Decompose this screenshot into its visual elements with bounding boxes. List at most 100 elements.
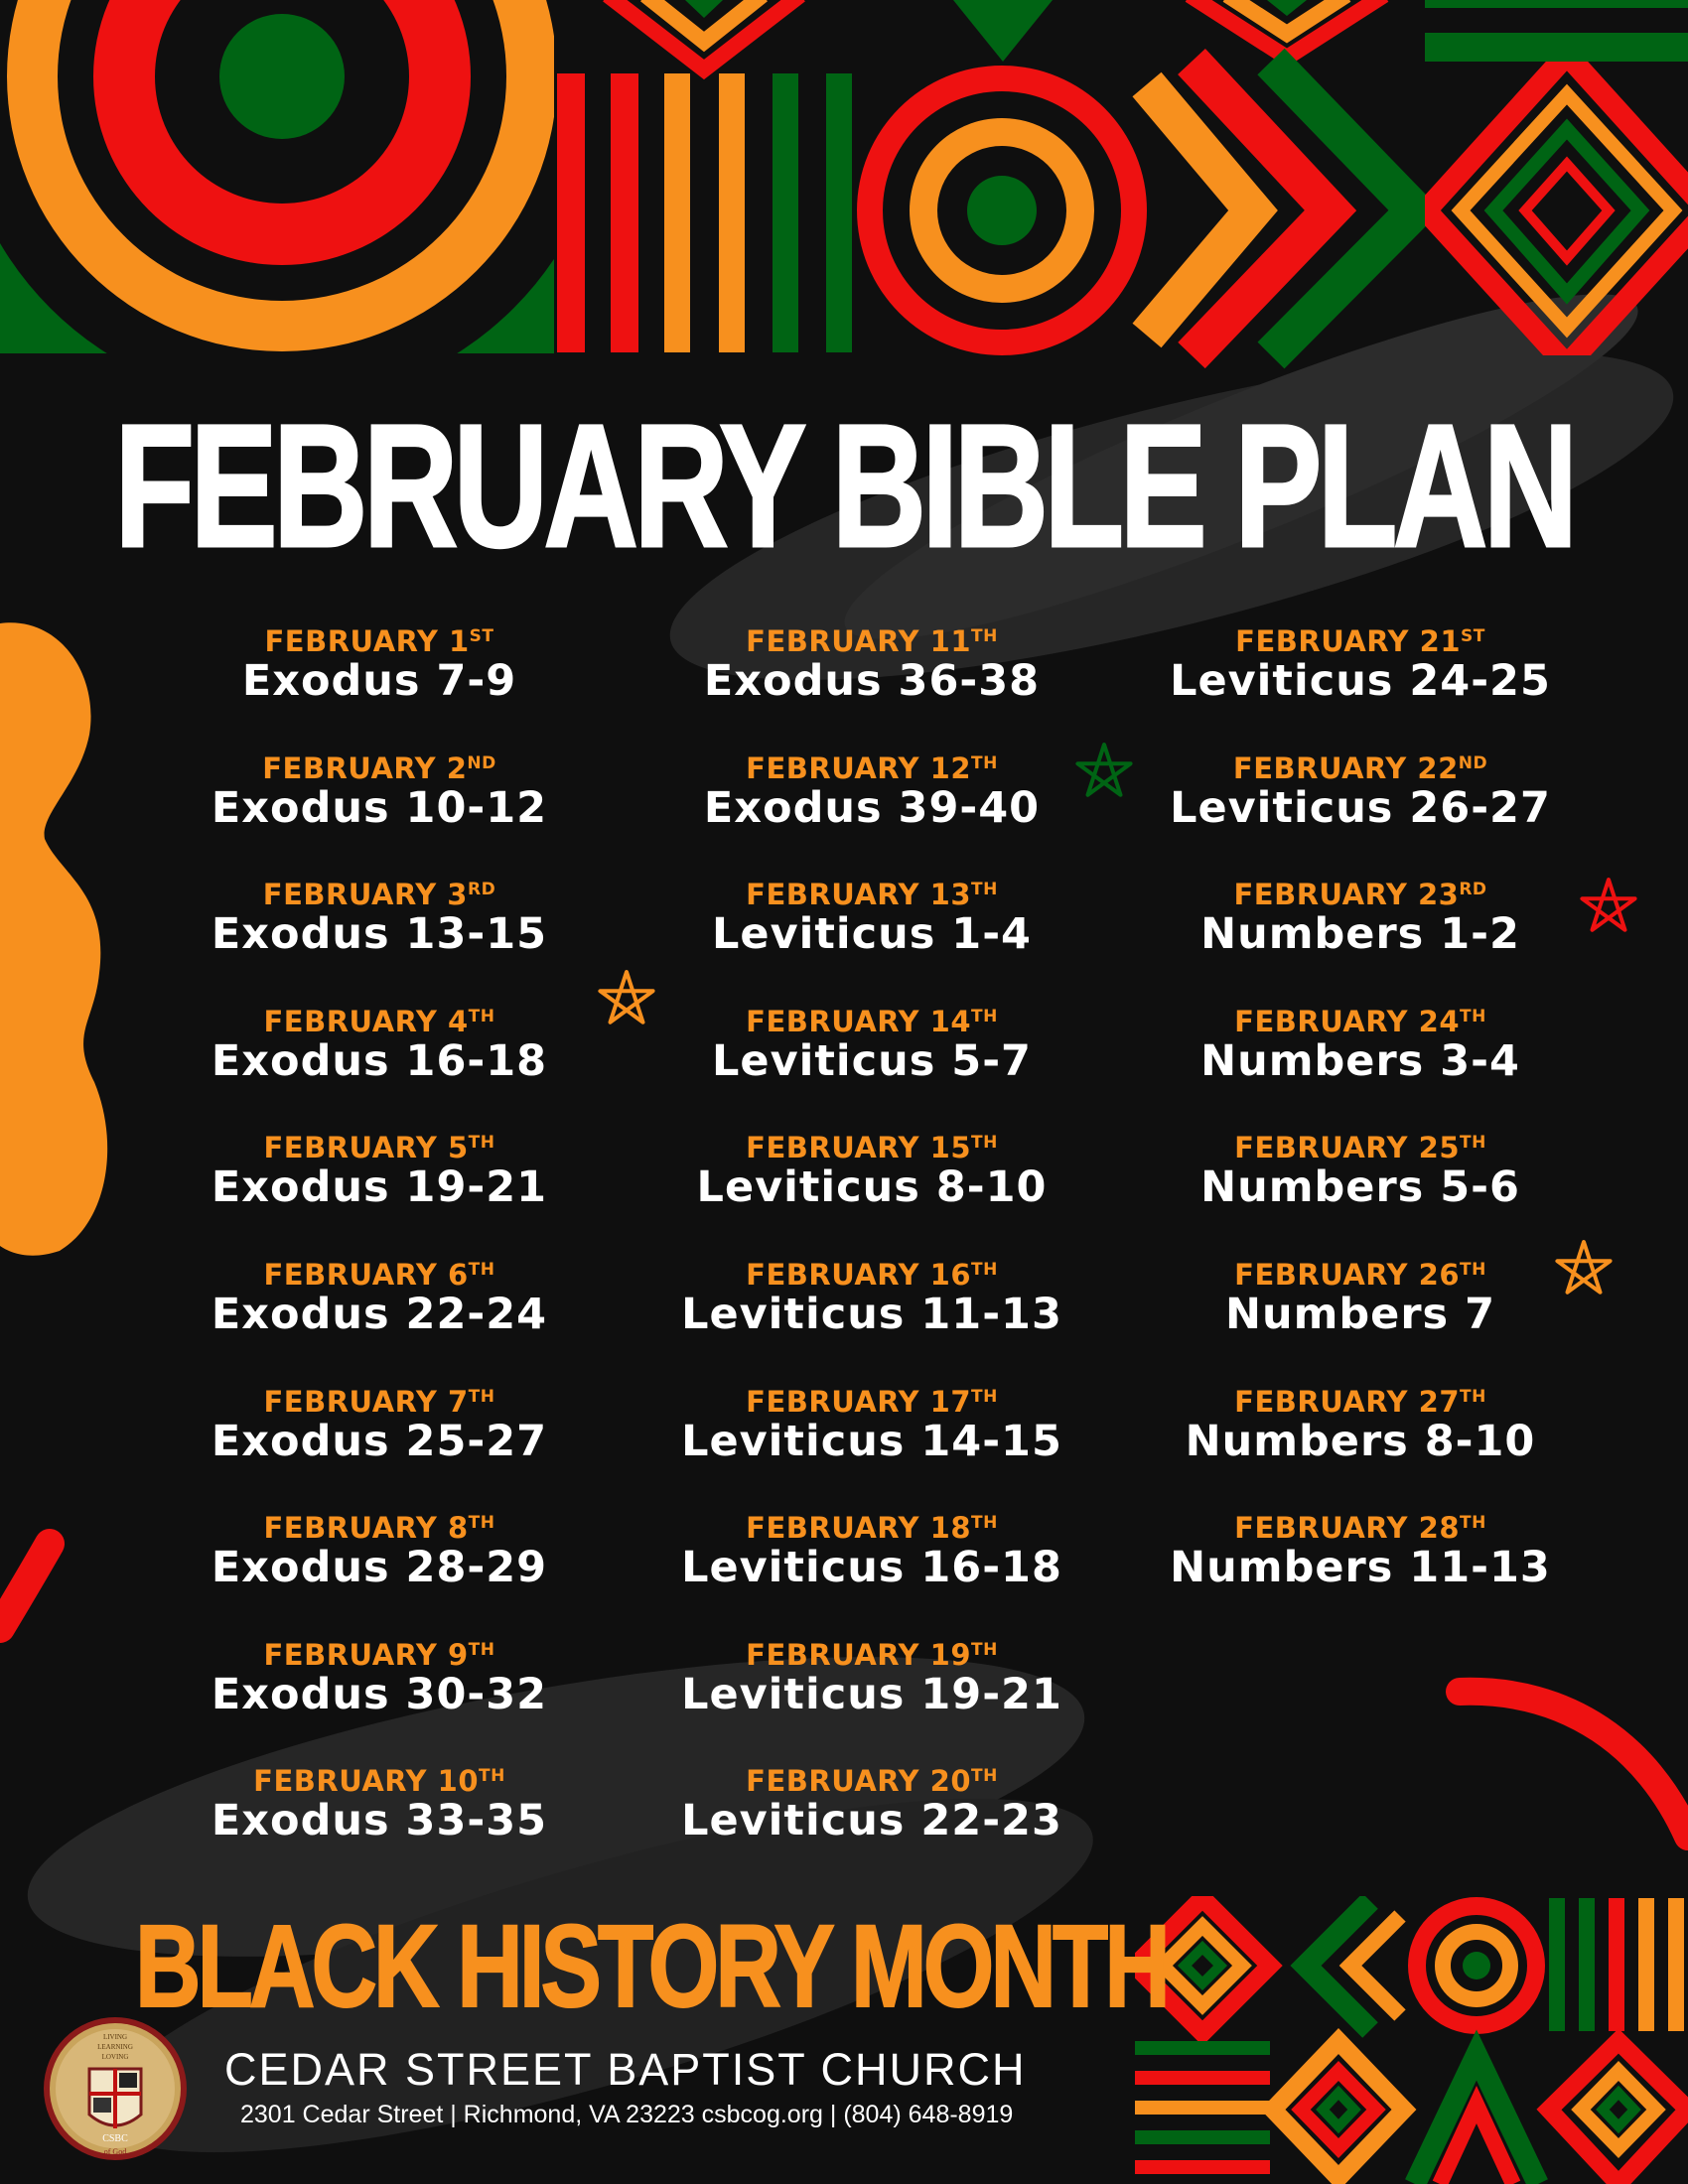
reading-entry: FEBRUARY 14TH Leviticus 5-7	[633, 1006, 1110, 1133]
reading-date: FEBRUARY 20TH	[633, 1765, 1110, 1797]
scripture-reading: Leviticus 14-15	[681, 1416, 1062, 1466]
reading-date: FEBRUARY 16TH	[633, 1259, 1110, 1291]
reading-date: FEBRUARY 12TH	[633, 752, 1110, 784]
reading-entry: FEBRUARY 5TH Exodus 19-21	[141, 1132, 618, 1259]
svg-text:LIVING: LIVING	[103, 2033, 127, 2041]
date-text: FEBRUARY 27	[1234, 1384, 1461, 1419]
date-ordinal-suffix: TH	[479, 1766, 505, 1787]
date-ordinal-suffix: TH	[1460, 1006, 1486, 1026]
reading-date: FEBRUARY 27TH	[1122, 1386, 1599, 1418]
date-ordinal-suffix: TH	[971, 1386, 998, 1407]
date-text: FEBRUARY 3	[262, 878, 468, 912]
reading-date: FEBRUARY 5TH	[141, 1132, 618, 1163]
scripture-reading: Exodus 39-40	[703, 782, 1041, 833]
date-text: FEBRUARY 25	[1234, 1131, 1461, 1165]
star-icon	[1075, 743, 1133, 797]
reading-entry: FEBRUARY 23RD Numbers 1-2	[1122, 879, 1599, 1006]
scripture-reading: Leviticus 1-4	[712, 909, 1032, 960]
date-text: FEBRUARY 8	[263, 1511, 469, 1546]
date-ordinal-suffix: TH	[1460, 1386, 1486, 1407]
red-brush-stroke	[0, 1529, 65, 1643]
scripture-reading: Exodus 30-32	[211, 1669, 548, 1719]
date-ordinal-suffix: RD	[1459, 880, 1487, 900]
reading-entry: FEBRUARY 21ST Leviticus 24-25	[1122, 625, 1599, 752]
scripture-reading: Numbers 7	[1224, 1289, 1496, 1339]
date-text: FEBRUARY 17	[746, 1384, 972, 1419]
date-text: FEBRUARY 2	[262, 751, 468, 785]
scripture-reading: Numbers 11-13	[1170, 1543, 1551, 1593]
date-text: FEBRUARY 24	[1234, 1004, 1461, 1038]
reading-entry: FEBRUARY 15TH Leviticus 8-10	[633, 1132, 1110, 1259]
reading-date: FEBRUARY 26TH	[1122, 1259, 1599, 1291]
scripture-reading: Exodus 13-15	[211, 909, 548, 960]
date-ordinal-suffix: TH	[1460, 1513, 1486, 1534]
scripture-reading: Leviticus 5-7	[712, 1035, 1032, 1086]
date-text: FEBRUARY 9	[263, 1637, 469, 1672]
reading-entry: FEBRUARY 3RD Exodus 13-15	[141, 879, 618, 1006]
scripture-reading: Leviticus 19-21	[681, 1669, 1062, 1719]
scripture-reading: Exodus 19-21	[211, 1162, 548, 1213]
down-triangles-pattern	[603, 0, 1389, 80]
reading-date: FEBRUARY 8TH	[141, 1512, 618, 1544]
reading-date: FEBRUARY 17TH	[633, 1386, 1110, 1418]
reading-date: FEBRUARY 14TH	[633, 1006, 1110, 1037]
scripture-reading: Numbers 8-10	[1185, 1416, 1536, 1466]
date-ordinal-suffix: TH	[971, 1133, 998, 1154]
reading-date: FEBRUARY 19TH	[633, 1639, 1110, 1671]
reading-date: FEBRUARY 28TH	[1122, 1512, 1599, 1544]
date-ordinal-suffix: TH	[468, 1259, 495, 1280]
date-text: FEBRUARY 28	[1234, 1511, 1461, 1546]
date-ordinal-suffix: ND	[1458, 752, 1488, 773]
date-ordinal-suffix: TH	[468, 1133, 495, 1154]
page-title: FEBRUARY BIBLE PLAN	[113, 389, 1579, 584]
scripture-reading: Exodus 22-24	[211, 1289, 548, 1339]
vertical-stripes-pattern	[557, 73, 852, 352]
reading-entry: FEBRUARY 12TH Exodus 39-40	[633, 752, 1110, 880]
scripture-reading: Numbers 3-4	[1200, 1035, 1520, 1086]
date-text: FEBRUARY 23	[1233, 878, 1460, 912]
reading-entry: FEBRUARY 22ND Leviticus 26-27	[1122, 752, 1599, 880]
reading-date: FEBRUARY 9TH	[141, 1639, 618, 1671]
date-ordinal-suffix: TH	[1460, 1259, 1486, 1280]
scripture-reading: Exodus 33-35	[211, 1796, 548, 1846]
bottom-pattern-band	[1135, 1896, 1688, 2184]
date-text: FEBRUARY 6	[263, 1257, 469, 1292]
orange-blob	[0, 622, 108, 1256]
date-ordinal-suffix: TH	[468, 1006, 495, 1026]
reading-date: FEBRUARY 22ND	[1122, 752, 1599, 784]
date-ordinal-suffix: TH	[971, 1766, 998, 1787]
reading-entry: FEBRUARY 19TH Leviticus 19-21	[633, 1639, 1110, 1766]
reading-date: FEBRUARY 4TH	[141, 1006, 618, 1037]
reading-date: FEBRUARY 2ND	[141, 752, 618, 784]
svg-text:LEARNING: LEARNING	[97, 2043, 133, 2051]
date-ordinal-suffix: ST	[469, 626, 494, 646]
date-text: FEBRUARY 7	[263, 1384, 469, 1419]
reading-date: FEBRUARY 23RD	[1122, 879, 1599, 910]
church-logo-seal: LIVING LEARNING LOVING CSBC of God	[44, 2017, 187, 2160]
date-text: FEBRUARY 15	[746, 1131, 972, 1165]
scripture-reading: Leviticus 22-23	[681, 1796, 1062, 1846]
scripture-reading: Leviticus 16-18	[681, 1543, 1062, 1593]
reading-date: FEBRUARY 15TH	[633, 1132, 1110, 1163]
reading-date: FEBRUARY 10TH	[141, 1765, 618, 1797]
date-ordinal-suffix: TH	[971, 1259, 998, 1280]
reading-entry: FEBRUARY 10TH Exodus 33-35	[141, 1765, 618, 1892]
svg-text:CSBC: CSBC	[102, 2133, 128, 2144]
star-icon	[598, 970, 655, 1024]
date-ordinal-suffix: TH	[971, 1006, 998, 1026]
nested-diamond-pattern	[1425, 62, 1688, 355]
date-ordinal-suffix: TH	[971, 1639, 998, 1660]
scripture-reading: Exodus 25-27	[211, 1416, 548, 1466]
date-ordinal-suffix: TH	[971, 752, 998, 773]
green-bars	[1425, 0, 1688, 62]
church-address-contact: 2301 Cedar Street | Richmond, VA 23223 c…	[240, 2101, 1014, 2128]
reading-date: FEBRUARY 3RD	[141, 879, 618, 910]
date-text: FEBRUARY 20	[746, 1764, 972, 1799]
date-text: FEBRUARY 22	[1232, 751, 1459, 785]
svg-text:of God: of God	[104, 2147, 126, 2156]
reading-column-2: FEBRUARY 11TH Exodus 36-38 FEBRUARY 12TH Ex…	[633, 625, 1110, 1892]
date-text: FEBRUARY 18	[746, 1511, 972, 1546]
reading-entry: FEBRUARY 13TH Leviticus 1-4	[633, 879, 1110, 1006]
reading-entry: FEBRUARY 8TH Exodus 28-29	[141, 1512, 618, 1639]
